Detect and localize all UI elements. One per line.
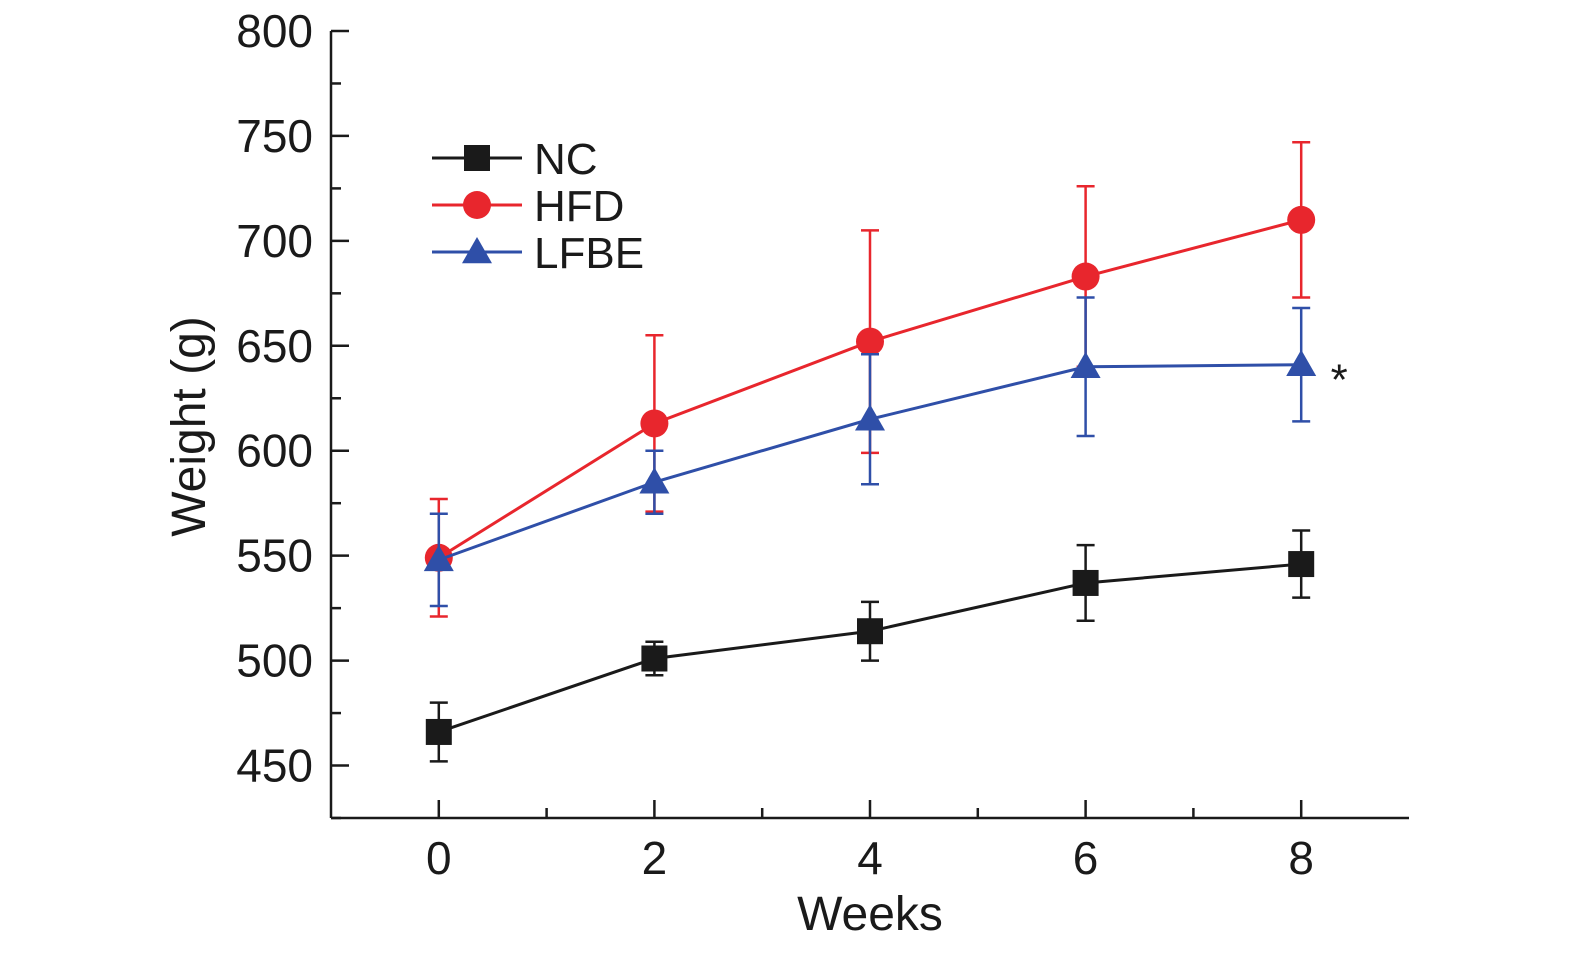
data-point-nc: [425, 718, 452, 745]
legend-marker-lfbe: [462, 237, 492, 264]
legend-item-lfbe: LFBE: [432, 229, 644, 278]
data-point-hfd: [856, 327, 884, 356]
y-tick-label: 700: [236, 215, 313, 267]
data-point-lfbe: [855, 404, 885, 431]
x-tick-label: 2: [642, 832, 668, 884]
data-point-nc: [641, 645, 668, 672]
y-axis-title: Weight (g): [163, 316, 216, 537]
series-lfbe: [423, 296, 1317, 608]
y-tick-label: 450: [236, 740, 313, 792]
y-tick-label: 500: [236, 635, 313, 687]
legend-marker-hfd: [463, 191, 491, 219]
data-point-lfbe: [1286, 349, 1317, 376]
y-tick-label: 650: [236, 320, 313, 372]
data-point-nc: [1288, 551, 1315, 578]
series-nc: [425, 529, 1315, 763]
data-point-lfbe: [423, 544, 454, 572]
legend-item-nc: NC: [432, 135, 598, 184]
data-point-hfd: [1287, 205, 1316, 234]
y-tick-label: 800: [236, 5, 313, 57]
x-axis-title: Weeks: [797, 888, 943, 941]
data-point-nc: [857, 618, 883, 645]
x-tick-label: 4: [857, 832, 883, 884]
legend-marker-nc: [464, 145, 490, 171]
axes: 450 500 550 600 650 700 750 800 0 2 4 6 8: [236, 5, 1409, 884]
data-point-nc: [1072, 569, 1099, 596]
x-tick-label: 0: [426, 832, 452, 884]
x-tick-label: 6: [1073, 832, 1099, 884]
series-group: *: [423, 140, 1348, 763]
x-tick-label: 8: [1288, 832, 1314, 884]
data-point-hfd: [1071, 262, 1100, 291]
data-point-lfbe: [1070, 351, 1101, 379]
data-point-hfd: [640, 409, 669, 438]
legend-label-hfd: HFD: [534, 182, 624, 231]
significance-asterisk: *: [1331, 356, 1348, 405]
legend-item-hfd: HFD: [432, 182, 624, 231]
legend-label-nc: NC: [534, 135, 598, 184]
y-tick-label: 600: [236, 425, 313, 477]
legend-label-lfbe: LFBE: [534, 229, 644, 278]
y-tick-label: 550: [236, 530, 313, 582]
data-point-lfbe: [639, 467, 670, 494]
y-tick-label: 750: [236, 110, 313, 162]
